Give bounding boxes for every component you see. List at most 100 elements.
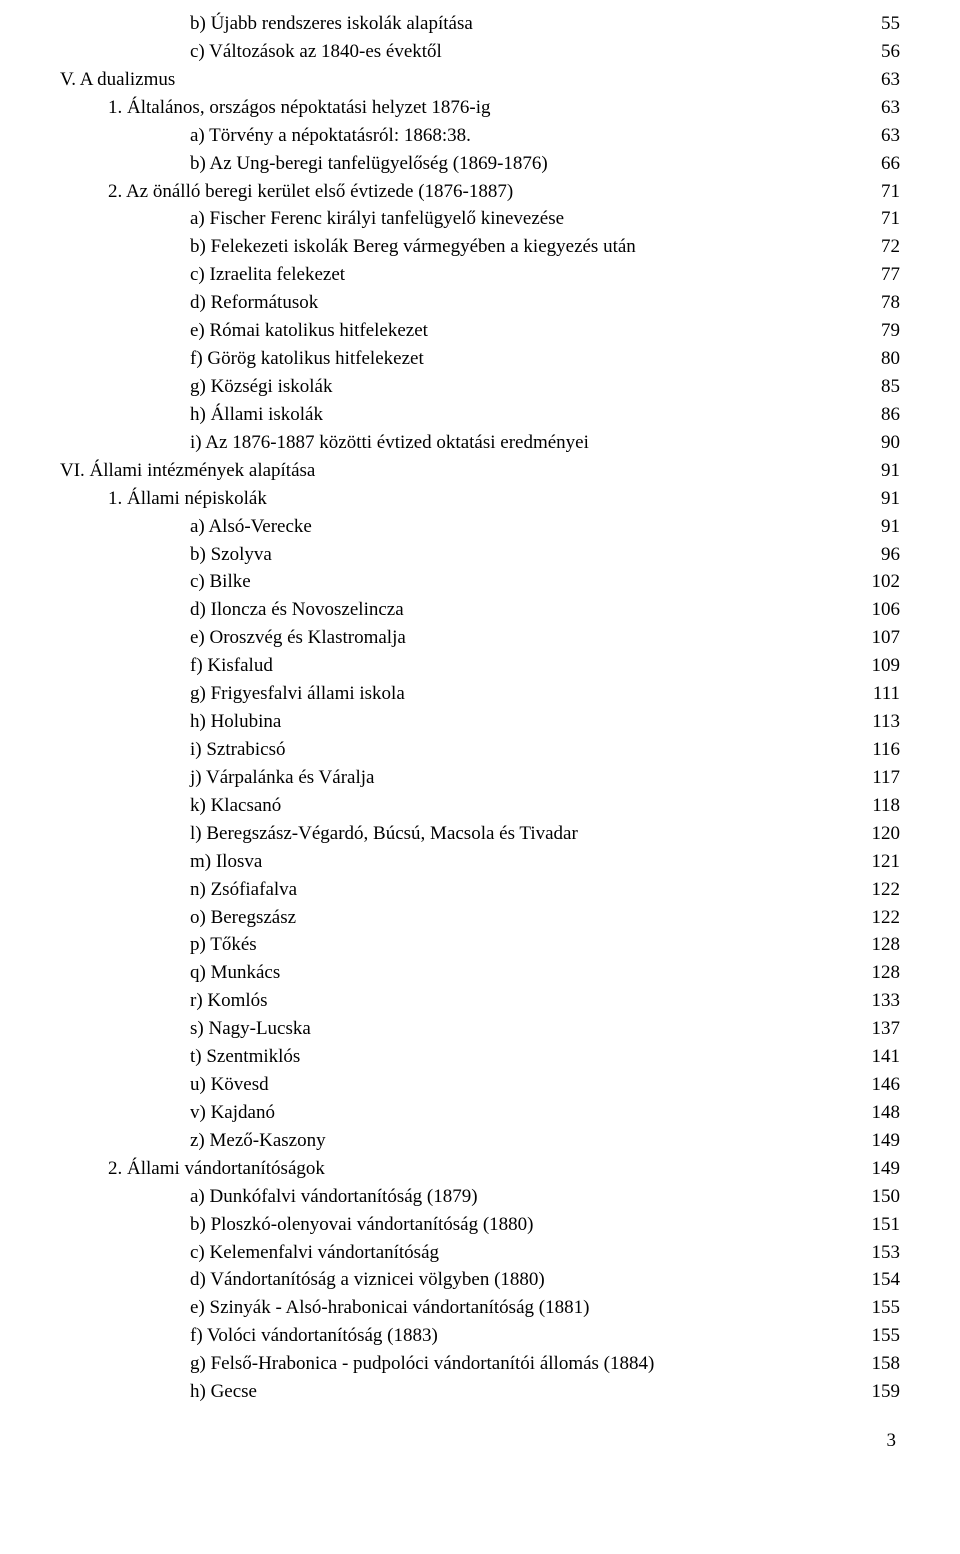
toc-entry: p) Tőkés 128	[60, 931, 900, 959]
toc-entry: r) Komlós133	[60, 987, 900, 1015]
toc-entry: l) Beregszász-Végardó, Búcsú, Macsola és…	[60, 820, 900, 848]
toc-entry: a) Fischer Ferenc királyi tanfelügyelő k…	[60, 205, 900, 233]
toc-entry: 2. Az önálló beregi kerület első évtized…	[60, 178, 900, 206]
toc-entry-page: 96	[860, 541, 900, 569]
toc-entry: VI. Állami intézmények alapítása91	[60, 457, 900, 485]
toc-entry: g) Községi iskolák85	[60, 373, 900, 401]
toc-entry-page: 79	[860, 317, 900, 345]
toc-entry-page: 120	[860, 820, 900, 848]
toc-entry-label: 2. Az önálló beregi kerület első évtized…	[108, 178, 513, 206]
toc-entry-page: 149	[860, 1127, 900, 1155]
toc-entry-label: b) Szolyva	[190, 541, 272, 569]
toc-entry-page: 55	[860, 10, 900, 38]
toc-entry-label: c) Izraelita felekezet	[190, 261, 345, 289]
toc-entry: i) Sztrabicsó 116	[60, 736, 900, 764]
toc-entry-page: 151	[860, 1211, 900, 1239]
toc-entry-label: 2. Állami vándortanítóságok	[108, 1155, 325, 1183]
toc-entry: e) Szinyák - Alsó-hrabonicai vándortanít…	[60, 1294, 900, 1322]
toc-entry-label: a) Dunkófalvi vándortanítóság (1879)	[190, 1183, 478, 1211]
toc-entry-label: c) Bilke	[190, 568, 251, 596]
toc-entry: f) Görög katolikus hitfelekezet80	[60, 345, 900, 373]
toc-entry-label: i) Sztrabicsó	[190, 736, 286, 764]
toc-entry-page: 133	[860, 987, 900, 1015]
page-number: 3	[60, 1430, 900, 1452]
toc-entry: q) Munkács128	[60, 959, 900, 987]
toc-entry-page: 86	[860, 401, 900, 429]
toc-entry-page: 146	[860, 1071, 900, 1099]
toc-entry-label: b) Az Ung-beregi tanfelügyelőség (1869-1…	[190, 150, 548, 178]
toc-entry: g) Felső-Hrabonica - pudpolóci vándortan…	[60, 1350, 900, 1378]
toc-entry: n) Zsófiafalva122	[60, 876, 900, 904]
toc-entry-page: 80	[860, 345, 900, 373]
toc-entry: m) Ilosva 121	[60, 848, 900, 876]
toc-entry: g) Frigyesfalvi állami iskola 111	[60, 680, 900, 708]
toc-entry-page: 153	[860, 1239, 900, 1267]
toc-entry-label: q) Munkács	[190, 959, 280, 987]
toc-entry-page: 109	[860, 652, 900, 680]
toc-entry-page: 102	[860, 568, 900, 596]
toc-entry-page: 118	[860, 792, 900, 820]
toc-entry-page: 159	[860, 1378, 900, 1406]
toc-entry-label: m) Ilosva	[190, 848, 262, 876]
toc-entry-page: 63	[860, 122, 900, 150]
toc-entry-page: 106	[860, 596, 900, 624]
toc-entry: a) Alsó-Verecke91	[60, 513, 900, 541]
toc-entry: e) Oroszvég és Klastromalja 107	[60, 624, 900, 652]
toc-entry-page: 85	[860, 373, 900, 401]
toc-entry: b) Újabb rendszeres iskolák alapítása55	[60, 10, 900, 38]
toc-entry: o) Beregszász122	[60, 904, 900, 932]
toc-entry: z) Mező-Kaszony 149	[60, 1127, 900, 1155]
toc-entry-label: d) Vándortanítóság a viznicei völgyben (…	[190, 1266, 545, 1294]
toc-entry-page: 158	[860, 1350, 900, 1378]
toc-entry: k) Klacsanó 118	[60, 792, 900, 820]
toc-entry: d) Reformátusok78	[60, 289, 900, 317]
toc-entry-label: h) Állami iskolák	[190, 401, 323, 429]
toc-entry-label: d) Iloncza és Novoszelincza	[190, 596, 404, 624]
toc-entry: a) Törvény a népoktatásról: 1868:38. 63	[60, 122, 900, 150]
toc-entry-label: g) Frigyesfalvi állami iskola	[190, 680, 405, 708]
toc-entry-page: 113	[860, 708, 900, 736]
toc-entry-label: c) Változások az 1840-es évektől	[190, 38, 442, 66]
toc-entry-label: k) Klacsanó	[190, 792, 281, 820]
toc-entry-label: l) Beregszász-Végardó, Búcsú, Macsola és…	[190, 820, 578, 848]
toc-entry-label: e) Oroszvég és Klastromalja	[190, 624, 406, 652]
toc-entry-page: 117	[860, 764, 900, 792]
toc-entry-label: i) Az 1876-1887 közötti évtized oktatási…	[190, 429, 589, 457]
toc-entry-page: 71	[860, 205, 900, 233]
toc-entry: h) Állami iskolák 86	[60, 401, 900, 429]
toc-entry: d) Iloncza és Novoszelincza 106	[60, 596, 900, 624]
toc-entry-label: e) Szinyák - Alsó-hrabonicai vándortanít…	[190, 1294, 589, 1322]
toc-entry-page: 107	[860, 624, 900, 652]
toc-entry-page: 91	[860, 457, 900, 485]
toc-entry: e) Római katolikus hitfelekezet 79	[60, 317, 900, 345]
toc-entry-page: 56	[860, 38, 900, 66]
toc-entry: s) Nagy-Lucska137	[60, 1015, 900, 1043]
toc-entry-label: v) Kajdanó	[190, 1099, 275, 1127]
toc-entry-page: 121	[860, 848, 900, 876]
toc-entry: c) Kelemenfalvi vándortanítóság153	[60, 1239, 900, 1267]
toc-entry-label: h) Gecse	[190, 1378, 257, 1406]
toc-entry-label: a) Törvény a népoktatásról: 1868:38.	[190, 122, 471, 150]
toc-entry: c) Izraelita felekezet77	[60, 261, 900, 289]
toc-entry-page: 128	[860, 931, 900, 959]
toc-entry: a) Dunkófalvi vándortanítóság (1879) 150	[60, 1183, 900, 1211]
toc-entry-page: 63	[860, 94, 900, 122]
toc-entry: f) Kisfalud109	[60, 652, 900, 680]
toc-entry: c) Változások az 1840-es évektől 56	[60, 38, 900, 66]
toc-entry-label: p) Tőkés	[190, 931, 257, 959]
toc-entry-page: 111	[860, 680, 900, 708]
toc-entry-page: 149	[860, 1155, 900, 1183]
toc-entry-page: 116	[860, 736, 900, 764]
toc-entry-label: s) Nagy-Lucska	[190, 1015, 311, 1043]
toc-entry-page: 72	[860, 233, 900, 261]
toc-entry-page: 91	[860, 513, 900, 541]
toc-entry-page: 150	[860, 1183, 900, 1211]
toc-entry-label: z) Mező-Kaszony	[190, 1127, 326, 1155]
toc-entry-page: 63	[860, 66, 900, 94]
toc-entry: i) Az 1876-1887 közötti évtized oktatási…	[60, 429, 900, 457]
toc-entry: u) Kövesd146	[60, 1071, 900, 1099]
toc-entry-label: t) Szentmiklós	[190, 1043, 300, 1071]
toc-entry-label: e) Római katolikus hitfelekezet	[190, 317, 428, 345]
toc-entry: c) Bilke 102	[60, 568, 900, 596]
toc-entry: t) Szentmiklós141	[60, 1043, 900, 1071]
